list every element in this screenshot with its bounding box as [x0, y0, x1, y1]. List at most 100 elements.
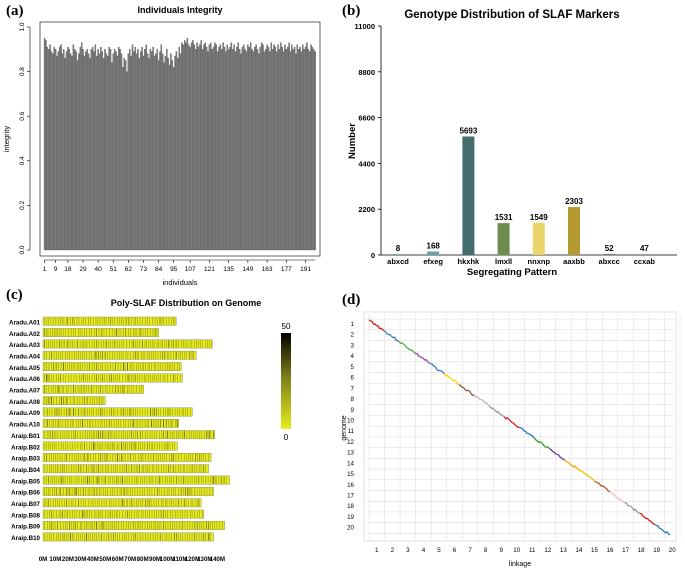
- chart-d-ytick-label: 10: [347, 417, 354, 424]
- chart-a-bar: [75, 51, 77, 251]
- chart-c-title: Poly-SLAF Distribution on Genome: [111, 298, 262, 308]
- chart-d-ylabel: genome: [341, 415, 348, 440]
- chart-a-bar: [53, 46, 55, 251]
- chart-c-chromosome-label: Aradu.A07: [9, 388, 41, 395]
- chart-a-bar: [126, 71, 128, 251]
- chart-c-chromosome-label: Aradu.A02: [9, 331, 41, 338]
- chart-d-series-line: [549, 448, 565, 461]
- chart-d-xtick-label: 6: [453, 547, 457, 554]
- chart-d-series-line: [609, 491, 626, 504]
- chart-a-bar: [267, 46, 270, 251]
- chart-b-value-label: 8: [396, 244, 401, 253]
- chart-a-bar: [177, 58, 179, 251]
- chart-c-chromosome-bar: [42, 509, 204, 519]
- chart-b-ytick-label: 6600: [358, 114, 375, 123]
- chart-a-bar: [218, 46, 220, 251]
- chart-a-bar: [241, 46, 244, 251]
- chart-a-bar: [210, 42, 212, 251]
- chart-a-bar: [112, 53, 114, 251]
- chart-a-xtick-label: 51: [110, 266, 118, 273]
- chart-a-bar: [135, 53, 138, 251]
- chart-a-bar: [115, 51, 117, 251]
- chart-a-bar: [85, 51, 87, 251]
- chart-a-bar: [296, 44, 299, 251]
- chart-d-xtick-label: 4: [422, 547, 426, 554]
- chart-d-xtick-label: 9: [499, 547, 503, 554]
- chart-b-category-label: aaxbb: [563, 257, 585, 266]
- chart-c-chromosome-bar: [42, 384, 144, 394]
- chart-c-chromosome-label: Aradu.A08: [9, 399, 41, 406]
- chart-a-bar: [65, 51, 68, 251]
- chart-a-bar: [86, 49, 88, 251]
- chart-a-xtick-label: 84: [155, 266, 163, 273]
- chart-b-bars: 8 abxcd 168 efxeg 5693 hkxhk 1531 lmxll 1549 nnxn…: [387, 126, 655, 266]
- chart-a-bar: [205, 46, 208, 251]
- chart-a-bar: [124, 60, 127, 251]
- chart-a-bar: [240, 53, 242, 251]
- chart-d-xtick-label: 17: [622, 547, 629, 554]
- chart-d-ytick-label: 8: [351, 396, 355, 403]
- chart-a-xtick-label: 95: [170, 266, 178, 273]
- chart-b-value-label: 2303: [565, 197, 583, 206]
- chart-a-bar: [120, 53, 123, 251]
- chart-a-bar: [141, 46, 143, 251]
- chart-d-xtick-label: 11: [529, 547, 536, 554]
- chart-c-xtick-label: 30M: [74, 556, 86, 563]
- chart-a-bar: [289, 51, 292, 251]
- chart-a-xtick-label: 149: [242, 266, 253, 273]
- chart-a-bar: [270, 42, 272, 251]
- chart-a-bar: [310, 44, 312, 251]
- chart-a-xtick-label: 135: [223, 266, 234, 273]
- chart-a-bar: [104, 49, 106, 251]
- chart-a-bar: [163, 62, 165, 251]
- chart-c-xtick-label: 90M: [149, 556, 161, 563]
- chart-a-bar: [254, 46, 256, 251]
- chart-a-bar: [67, 46, 69, 251]
- chart-a-bar: [155, 53, 157, 251]
- chart-a-bar: [46, 46, 48, 251]
- chart-a-bar: [307, 49, 310, 251]
- chart-a-bar: [149, 49, 152, 251]
- chart-a-xtick-label: 177: [281, 266, 292, 273]
- chart-d-ytick-label: 11: [348, 428, 355, 435]
- chart-a-bar: [215, 44, 217, 251]
- chart-d-xtick-label: 3: [406, 547, 410, 554]
- chart-a-bar: [185, 42, 187, 251]
- chart-c-chromosome-bar: [42, 362, 182, 371]
- chart-c-density-stripes: [44, 476, 228, 484]
- chart-a-bar: [303, 49, 305, 251]
- chart-d-xtick-label: 20: [669, 547, 676, 554]
- chart-a-bar: [229, 46, 231, 251]
- chart-a-xtick-label: 29: [79, 266, 87, 273]
- chart-d-series-line: [458, 384, 475, 396]
- chart-c-chromosome-bar: [42, 328, 159, 337]
- chart-a-bar: [211, 49, 213, 251]
- chart-d-xtick-label: 13: [560, 547, 567, 554]
- chart-a-bar: [111, 62, 113, 251]
- chart-d-xtick-label: 7: [468, 547, 472, 554]
- chart-a-bar: [232, 49, 234, 251]
- chart-a-bar: [249, 42, 252, 251]
- chart-d-series-line: [519, 426, 535, 439]
- chart-a-bar: [162, 53, 164, 251]
- chart-d-series-line: [594, 480, 611, 493]
- chart-a-bar: [168, 64, 171, 251]
- chart-d-series-line: [443, 373, 460, 386]
- chart-c-density-stripes: [44, 453, 209, 462]
- chart-c-legend-min: 0: [284, 433, 289, 442]
- chart-a-bar: [134, 46, 136, 251]
- chart-d-ytick-label: 2: [351, 332, 355, 339]
- chart-b-category-label: efxeg: [423, 257, 443, 266]
- chart-c-xtick-label: 50M: [99, 556, 111, 563]
- chart-c-xtick-label: 140M: [210, 556, 225, 563]
- chart-a-bar: [105, 53, 108, 251]
- chart-c-xtick-label: 110M: [172, 556, 187, 563]
- chart-c-xtick-label: 10M: [49, 556, 61, 563]
- chart-d-series-line: [368, 319, 385, 332]
- chart-d-ytick-label: 20: [347, 525, 354, 532]
- chart-a-bar: [93, 51, 95, 251]
- chart-a-xlabel: individuals: [162, 278, 197, 287]
- chart-d-series-line: [398, 341, 415, 353]
- chart-a-bar: [152, 46, 154, 251]
- chart-c-chromosome-bar: [42, 418, 179, 428]
